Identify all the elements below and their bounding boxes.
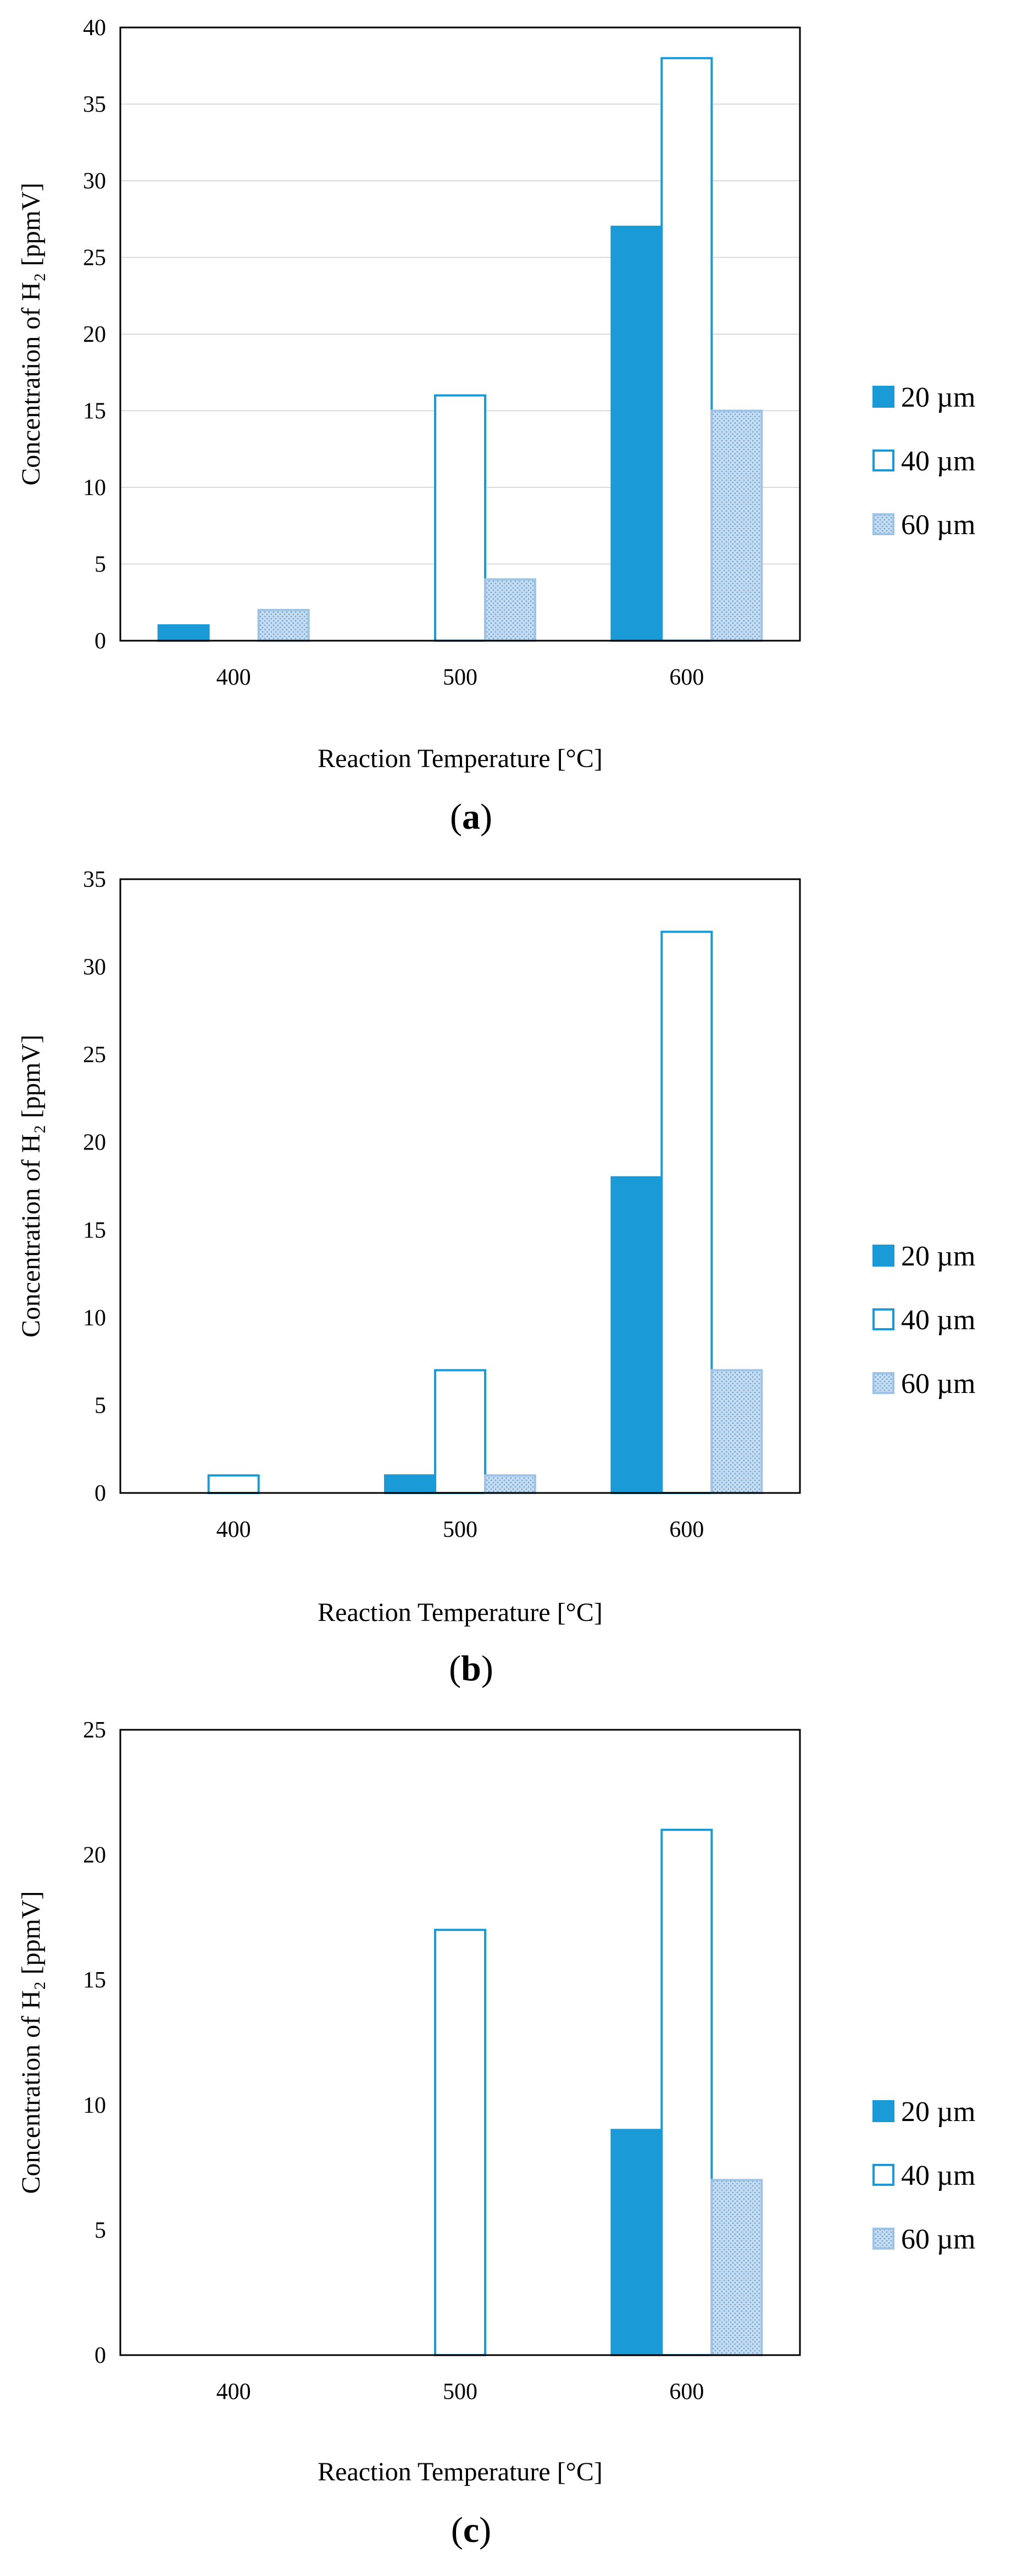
legend-label-40um: 40 µm — [901, 2160, 975, 2191]
legend-label-20um: 20 µm — [901, 1241, 975, 1272]
y-axis-title: Concentration of H₂ [ppmV] — [16, 1035, 46, 1337]
panel-caption: (a) — [450, 797, 492, 837]
bar-40um-600 — [660, 1829, 713, 2357]
legend-swatch-60um — [872, 1372, 894, 1394]
y-tick-label: 40 — [83, 15, 106, 41]
chart-panel-b: 0 5 10 15 20 25 30 35 400 500 600 Reaction Temperat… — [16, 867, 975, 1689]
legend: 20 µm 40 µm 60 µm — [872, 1241, 975, 1400]
x-tick-label: 500 — [443, 1517, 477, 1542]
bar-40um-600 — [660, 57, 713, 642]
y-tick-label: 30 — [83, 955, 106, 980]
bar-40um-500 — [434, 1929, 486, 2356]
panel-caption: (b) — [449, 1648, 493, 1689]
legend-swatch-40um — [872, 449, 894, 471]
panel-label: b — [461, 1648, 481, 1689]
chart-panel-a: 0 5 10 15 20 25 30 35 40 400 500 600 Reaction Temper… — [16, 15, 975, 837]
legend-label-60um: 60 µm — [901, 1368, 975, 1400]
legend-swatch-20um — [872, 386, 894, 408]
plot-area-border — [119, 1729, 801, 2356]
chart-panel-c: 0 5 10 15 20 25 400 500 600 Reaction Temperature … — [16, 1718, 975, 2550]
y-tick-label: 20 — [83, 1843, 106, 1868]
legend-label-60um: 60 µm — [901, 2224, 975, 2255]
y-tick-label: 25 — [83, 1718, 106, 1743]
legend-swatch-40um — [872, 2164, 894, 2186]
bar-40um-600 — [660, 930, 713, 1494]
y-tick-label: 25 — [83, 246, 106, 271]
bar-60um-500 — [484, 578, 536, 642]
bar-40um-500 — [434, 1369, 486, 1495]
bar-20um-500 — [384, 1474, 436, 1494]
bar-20um-400 — [157, 624, 210, 642]
y-tick-label: 5 — [94, 552, 106, 578]
y-tick-label: 30 — [83, 169, 106, 194]
y-axis-title: Concentration of H₂ [ppmV] — [16, 1891, 46, 2194]
panel-label: c — [463, 2510, 479, 2550]
plot-area-border — [119, 878, 801, 1494]
legend-swatch-60um — [872, 2228, 894, 2250]
x-tick-label: 500 — [443, 665, 477, 690]
legend-swatch-40um — [872, 1308, 894, 1330]
x-tick-label: 400 — [216, 1517, 251, 1542]
x-tick-label: 600 — [669, 665, 704, 690]
y-tick-label: 5 — [94, 2218, 106, 2243]
panel-label: a — [462, 797, 480, 837]
x-tick-label: 500 — [443, 2379, 477, 2405]
x-tick-label: 400 — [216, 665, 251, 690]
panel-caption: (c) — [451, 2510, 491, 2550]
legend-label-40um: 40 µm — [901, 1304, 975, 1336]
bar-60um-600 — [710, 2179, 763, 2357]
x-tick-label: 600 — [669, 1517, 704, 1542]
y-tick-label: 0 — [94, 1481, 106, 1506]
y-tick-label: 15 — [83, 1218, 106, 1243]
bar-60um-600 — [710, 409, 763, 642]
y-tick-label: 20 — [83, 322, 106, 347]
bar-40um-400 — [207, 1474, 260, 1494]
y-tick-label: 5 — [94, 1393, 106, 1418]
y-tick-label: 10 — [83, 1306, 106, 1331]
legend-label-20um: 20 µm — [901, 382, 975, 413]
bar-40um-500 — [434, 394, 486, 642]
x-tick-label: 600 — [669, 2379, 704, 2405]
bar-60um-600 — [710, 1369, 763, 1495]
y-tick-label: 25 — [83, 1042, 106, 1068]
legend-swatch-60um — [872, 513, 894, 535]
bar-60um-500 — [484, 1474, 536, 1494]
y-tick-label: 10 — [83, 2093, 106, 2118]
x-axis-title: Reaction Temperature [°C] — [318, 1598, 603, 1627]
bar-20um-600 — [610, 2129, 663, 2357]
y-tick-label: 35 — [83, 92, 106, 118]
legend-swatch-20um — [872, 2100, 894, 2122]
x-axis-title: Reaction Temperature [°C] — [318, 744, 603, 773]
legend-swatch-20um — [872, 1245, 894, 1267]
y-tick-label: 15 — [83, 399, 106, 424]
bar-60um-400 — [257, 609, 310, 642]
bar-20um-600 — [610, 1176, 663, 1495]
plot-area-border — [119, 26, 801, 642]
y-tick-label: 10 — [83, 475, 106, 501]
x-tick-label: 400 — [216, 2379, 251, 2405]
y-tick-label: 0 — [94, 629, 106, 654]
y-tick-label: 20 — [83, 1130, 106, 1156]
legend-label-20um: 20 µm — [901, 2096, 975, 2128]
legend: 20 µm 40 µm 60 µm — [872, 2096, 975, 2255]
legend: 20 µm 40 µm 60 µm — [872, 382, 975, 541]
y-tick-label: 15 — [83, 1968, 106, 1993]
y-tick-label: 0 — [94, 2343, 106, 2368]
bar-20um-600 — [610, 225, 663, 642]
legend-label-40um: 40 µm — [901, 446, 975, 477]
legend-label-60um: 60 µm — [901, 509, 975, 541]
x-axis-title: Reaction Temperature [°C] — [318, 2457, 603, 2486]
y-tick-label: 35 — [83, 867, 106, 892]
y-axis-title: Concentration of H₂ [ppmV] — [16, 182, 46, 485]
